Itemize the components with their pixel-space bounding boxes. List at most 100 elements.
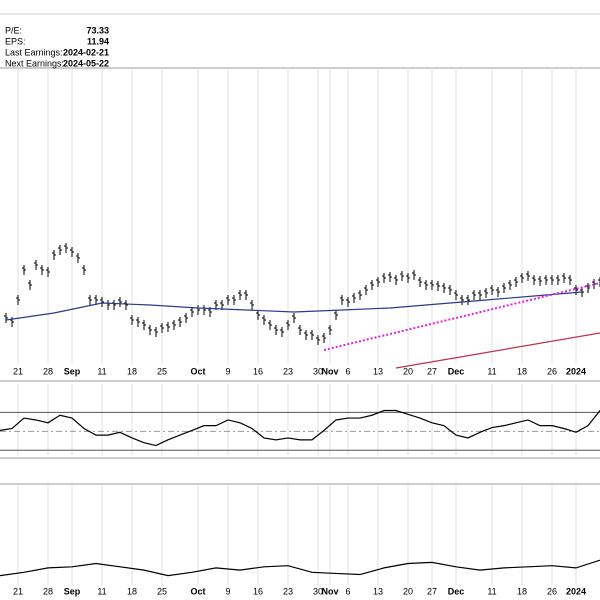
price-bar [328,325,332,335]
x-tick-label: 18 [517,366,527,376]
price-bar [190,307,194,317]
x-tick-label: Dec [448,586,465,596]
price-bar [430,280,434,290]
price-bar [280,327,284,337]
price-bar [526,271,530,281]
price-bar [40,265,44,275]
price-bar [382,273,386,283]
price-bar [322,333,326,343]
x-tick-label: Sep [64,586,81,596]
price-bar [160,323,164,333]
x-tick-label: 27 [427,586,437,596]
x-tick-label: 18 [127,586,137,596]
price-bar [130,315,134,325]
indicator-line [5,291,583,321]
price-bar [292,313,296,323]
x-tick-label: 11 [487,586,496,596]
price-bar [478,290,482,300]
price-bar [436,281,440,291]
x-tick-label: 6 [345,586,350,596]
x-tick-label: 2024 [566,366,586,376]
info-label: P/E: [5,25,22,35]
price-bar [34,260,38,270]
price-bar [454,290,458,300]
x-tick-label: 20 [403,586,413,596]
x-tick-label: 11 [97,586,106,596]
price-bar [574,285,578,295]
x-tick-label: 28 [43,366,53,376]
info-value: 73.33 [86,25,109,35]
price-bar [136,317,140,327]
price-bar [22,265,26,275]
price-bar [58,245,62,255]
price-bar [418,277,422,287]
price-bar [310,330,314,340]
price-bar [112,300,116,310]
price-bar [352,293,356,303]
x-tick-label: 23 [283,366,293,376]
x-tick-label: Sep [64,366,81,376]
price-bar [406,273,410,283]
price-bar [400,271,404,281]
price-bar [178,317,182,327]
price-bar [532,275,536,285]
x-tick-label: 9 [225,366,230,376]
price-bar [508,280,512,290]
x-tick-label: 30 [313,366,323,376]
x-tick-label: 21 [13,366,23,376]
price-bar [70,247,74,257]
x-tick-label: Nov [321,366,338,376]
price-bar [172,320,176,330]
price-bar [184,313,188,323]
price-bar [538,276,542,286]
price-bar [154,327,158,337]
price-bar [340,295,344,305]
price-bar [514,277,518,287]
price-bar [490,285,494,295]
price-bar [316,335,320,345]
price-bar [556,275,560,285]
price-bar [544,275,548,285]
price-bar [100,297,104,307]
price-bar [460,295,464,305]
price-bar [28,280,32,290]
price-bar [46,267,50,277]
x-tick-label: 16 [253,586,263,596]
x-tick-label: 6 [345,366,350,376]
price-bar [370,280,374,290]
x-tick-label: 2024 [566,586,586,596]
x-tick-label: 25 [157,366,167,376]
x-tick-label: 26 [547,366,557,376]
price-bar [238,290,242,300]
price-bar [202,305,206,315]
price-bar [124,300,128,310]
x-tick-label: 25 [157,586,167,596]
price-bar [52,250,56,260]
price-bar [76,253,80,263]
price-bar [16,295,20,305]
price-bar [232,295,236,305]
price-bar [220,300,224,310]
price-bar [298,325,302,335]
price-bar [88,295,92,305]
info-value: 2024-05-22 [63,58,109,68]
price-bar [250,300,254,310]
price-bar [394,275,398,285]
indicator-line [395,332,600,369]
price-bar [94,295,98,305]
price-bar [472,290,476,300]
price-bar [142,320,146,330]
price-bar [466,295,470,305]
price-bar [196,305,200,315]
info-value: 2024-02-21 [63,47,109,57]
trend-line [323,282,600,351]
info-label: EPS: [5,36,26,46]
x-tick-label: 30 [313,586,323,596]
x-tick-label: 18 [127,366,137,376]
x-tick-label: 13 [373,586,383,596]
x-tick-label: Nov [321,586,338,596]
price-bar [256,310,260,320]
price-bar [226,295,230,305]
x-tick-label: 23 [283,586,293,596]
x-tick-label: Dec [448,366,465,376]
